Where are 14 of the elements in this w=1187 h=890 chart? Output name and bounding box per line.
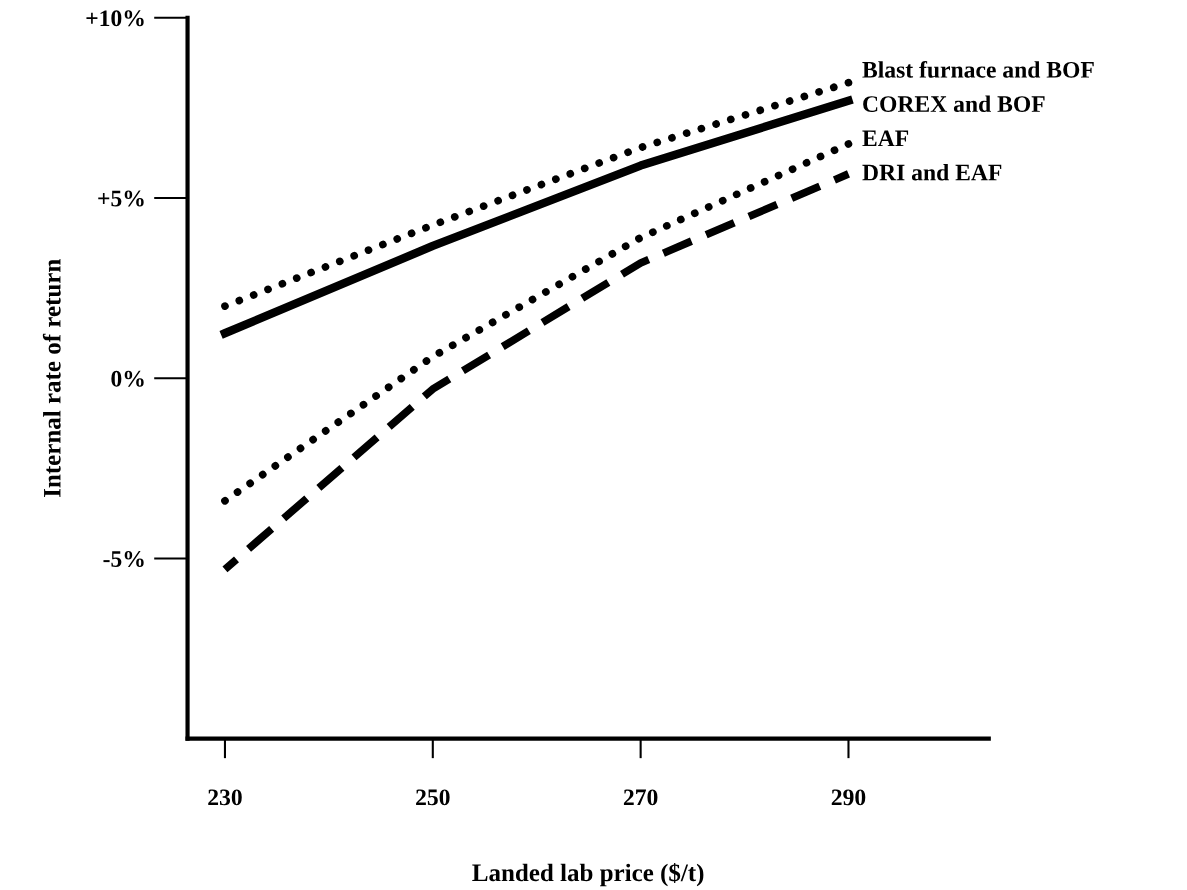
series-label: DRI and EAF xyxy=(862,163,1002,181)
x-tick-label: 230 xyxy=(208,789,242,806)
y-axis-title: Internal rate of return xyxy=(42,259,61,497)
y-tick-label: +5% xyxy=(98,190,144,207)
x-axis-title: Landed lab price ($/t) xyxy=(472,862,704,887)
series-label: Blast furnace and BOF xyxy=(862,60,1094,78)
y-tick-label: -5% xyxy=(103,550,144,567)
x-tick-label: 250 xyxy=(416,789,450,806)
y-tick-label: +10% xyxy=(86,10,144,27)
x-tick-label: 290 xyxy=(831,789,866,806)
series-label: COREX and BOF xyxy=(863,95,1045,113)
y-tick-label: 0% xyxy=(111,370,144,387)
series-label: EAF xyxy=(862,130,909,147)
x-tick-label: 270 xyxy=(623,789,658,806)
